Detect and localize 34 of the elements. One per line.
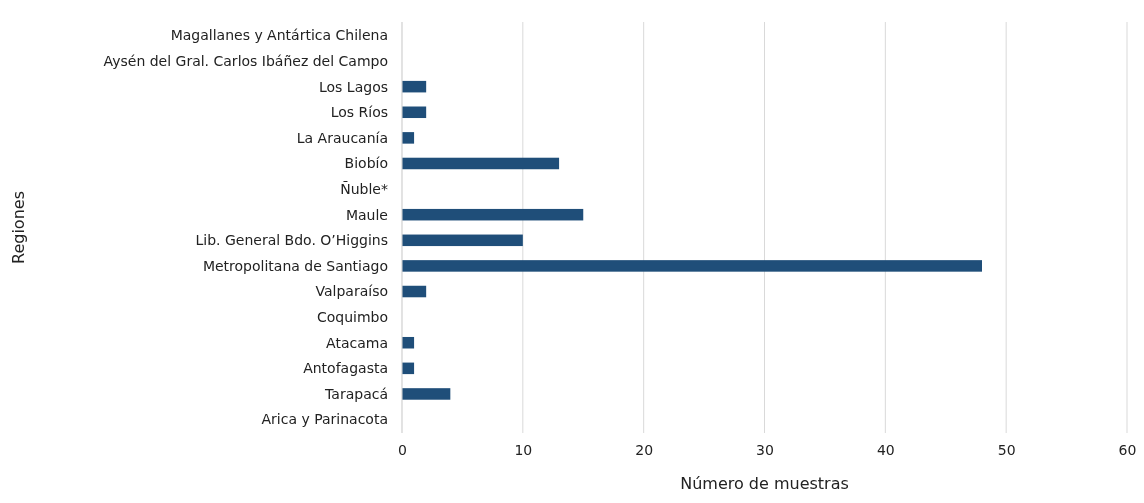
x-tick-label: 50 [997, 441, 1016, 458]
bar [402, 132, 415, 144]
x-tick-label: 10 [514, 441, 533, 458]
bar [402, 106, 427, 119]
y-tick-label: Metropolitana de Santiago [202, 257, 388, 274]
bar [402, 208, 584, 221]
x-tick-label: 60 [1118, 441, 1137, 458]
x-tick-label: 40 [876, 441, 895, 458]
y-tick-label: Tarapacá [324, 385, 388, 402]
y-tick-label: Antofagasta [303, 360, 388, 377]
y-tick-label: Los Lagos [319, 78, 388, 95]
y-tick-label: Biobío [344, 155, 388, 172]
y-axis-title: Regiones [9, 191, 28, 264]
y-tick-label: Coquimbo [316, 309, 388, 326]
x-tick-label: 0 [398, 441, 407, 458]
y-tick-label: Lib. General Bdo. O’Higgins [195, 232, 388, 249]
bar [402, 234, 523, 247]
bar [402, 388, 451, 400]
y-tick-label: La Araucanía [296, 129, 388, 146]
y-tick-label: Ñuble* [340, 180, 388, 197]
y-tick-label: Atacama [326, 334, 388, 351]
x-tick-label: 30 [756, 441, 774, 458]
y-tick-label: Aysén del Gral. Carlos Ibáñez del Campo [103, 52, 388, 69]
x-tick-label: 20 [635, 441, 654, 458]
bar [402, 80, 427, 93]
y-tick-label: Magallanes y Antártica Chilena [170, 27, 388, 44]
y-tick-label: Valparaíso [315, 283, 388, 300]
y-tick-label: Maule [345, 206, 388, 223]
bar [402, 157, 560, 170]
y-tick-label: Los Ríos [330, 104, 388, 121]
bar [402, 285, 427, 298]
y-tick-label: Arica y Parinacota [261, 411, 388, 428]
x-axis-title: Número de muestras [680, 474, 849, 493]
bar [402, 260, 982, 272]
